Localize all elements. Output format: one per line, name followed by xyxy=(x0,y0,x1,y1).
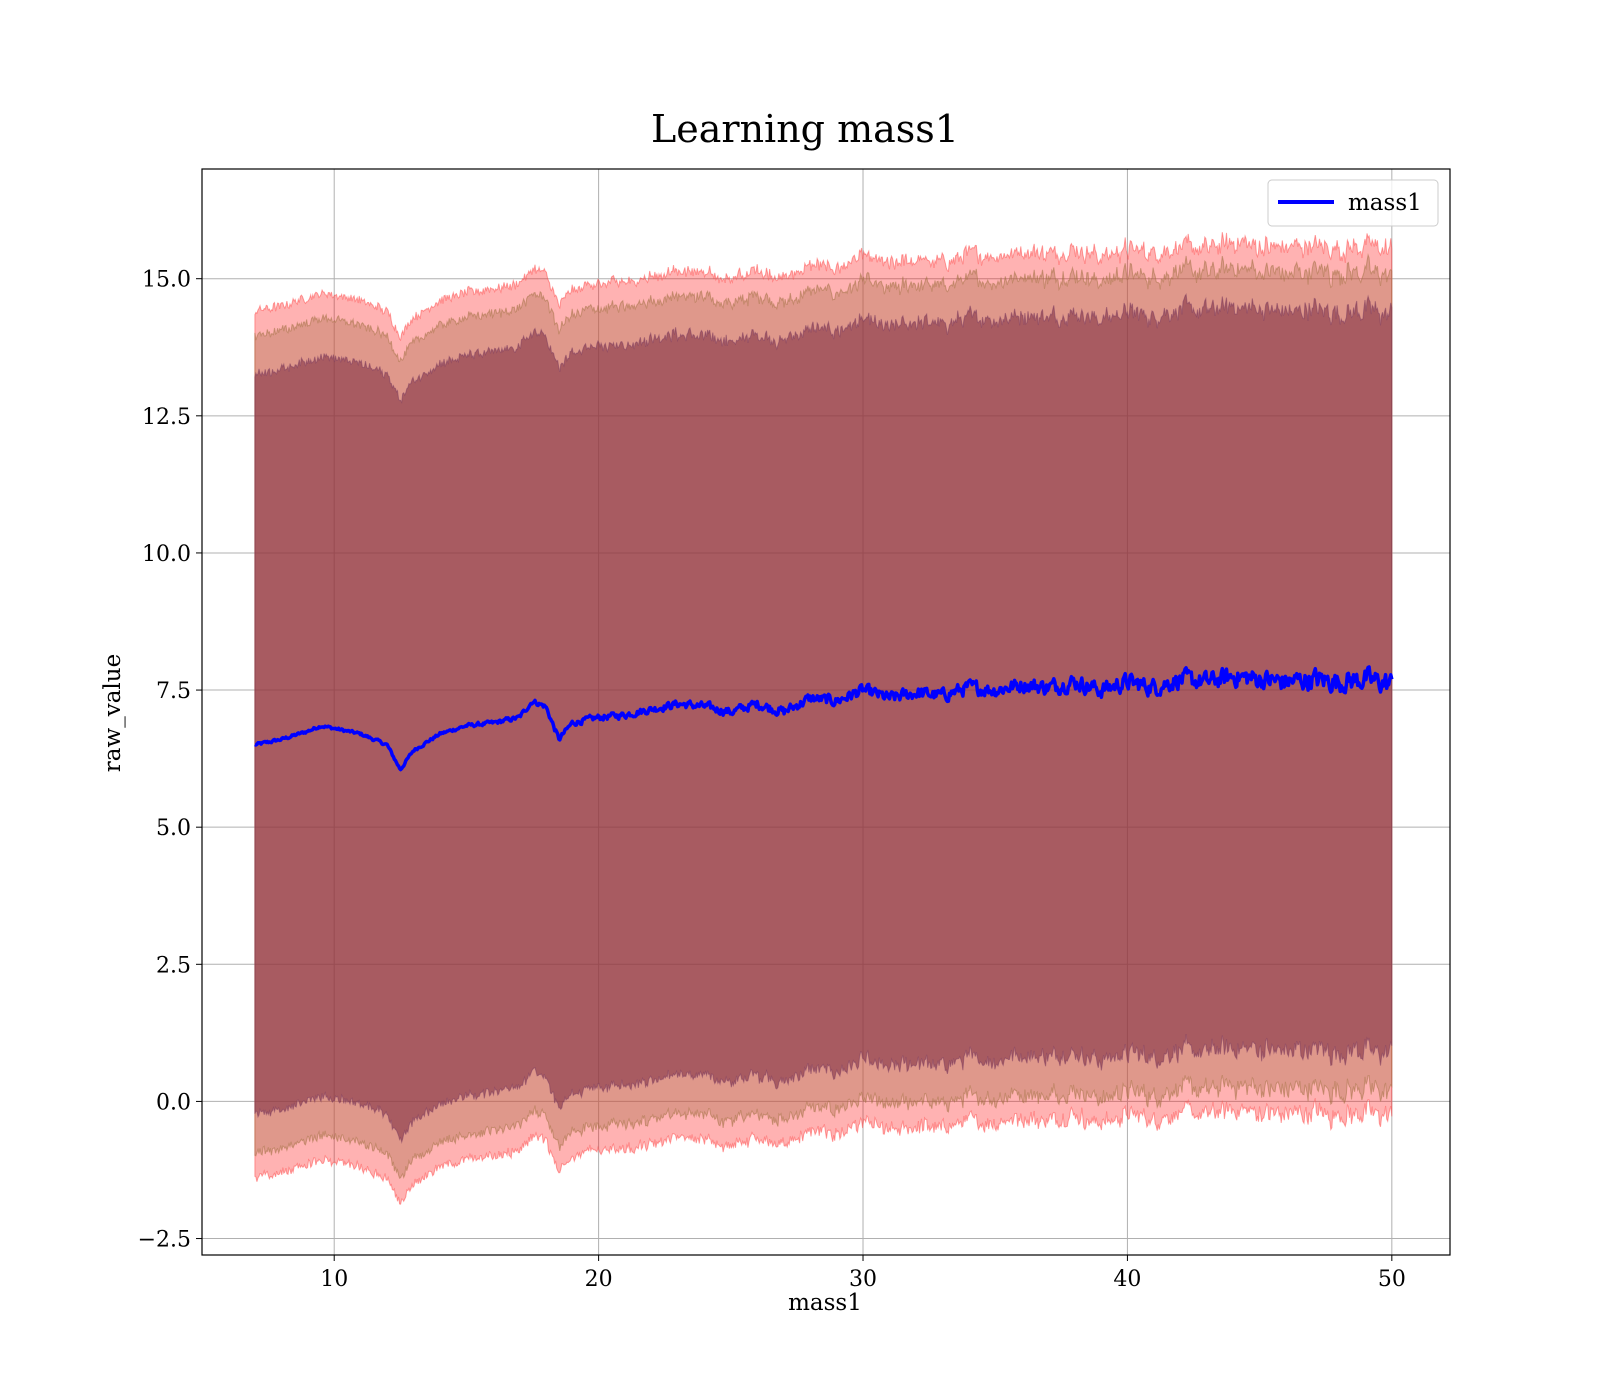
x-tick-label-2: 30 xyxy=(849,1267,877,1292)
y-tick-label-7: 15.0 xyxy=(142,268,191,293)
series-line-mass1 xyxy=(254,665,1394,772)
legend-label-mass1: mass1 xyxy=(1348,190,1422,216)
axes-frame xyxy=(201,168,1451,1256)
y-tick-label-4: 7.5 xyxy=(156,679,191,704)
legend: mass1 xyxy=(1267,179,1439,227)
x-tick-label-1: 20 xyxy=(585,1267,613,1292)
x-tick-label-4: 50 xyxy=(1378,1267,1406,1292)
chart-title: Learning mass1 xyxy=(651,107,959,151)
y-tick-label-3: 5.0 xyxy=(156,816,191,841)
x-axis-label: mass1 xyxy=(788,1290,862,1316)
y-tick-label-1: 0.0 xyxy=(156,1090,191,1115)
x-tick-label-3: 40 xyxy=(1113,1267,1141,1292)
y-tick-label-2: 2.5 xyxy=(156,953,191,978)
y-axis-label: raw_value xyxy=(100,654,126,772)
x-tick-label-0: 10 xyxy=(320,1267,348,1292)
plot-area: 10 20 30 40 50 −2.5 0.0 2.5 5.0 7.5 10.0 12.5 15.0 xyxy=(138,168,1451,1292)
y-tick-label-6: 12.5 xyxy=(142,405,191,430)
legend-box xyxy=(1267,179,1439,227)
y-tick-label-5: 10.0 xyxy=(142,542,191,567)
y-tick-label-0: −2.5 xyxy=(138,1228,191,1253)
band-2 xyxy=(254,293,1393,1144)
